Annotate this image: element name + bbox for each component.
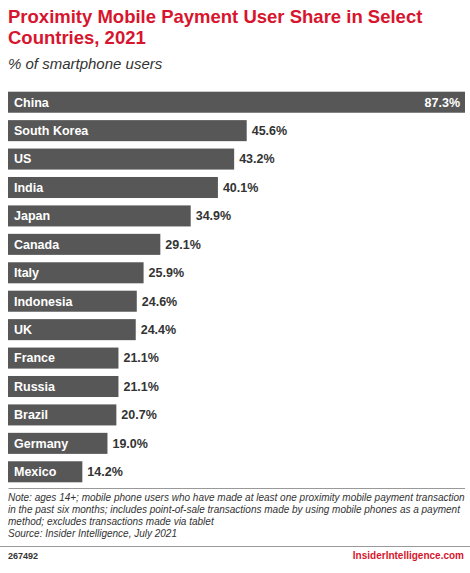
category-label: UK [14,323,32,337]
category-label: Canada [14,238,60,252]
labels: China South Korea US India Japan Canada Italy I… [14,96,460,480]
data-label: 24.6% [142,295,177,309]
data-label: 34.9% [196,209,231,223]
bar [8,348,118,369]
bar [8,149,234,170]
data-label: 43.2% [239,152,274,166]
notes: Note: ages 14+; mobile phone users who h… [8,492,466,540]
category-label: Russia [14,380,56,394]
chart: China South Korea US India Japan Canada Italy I… [8,88,465,490]
data-label: 19.0% [112,437,147,451]
category-label: Germany [14,437,68,451]
data-label: 20.7% [121,408,156,422]
bar [8,120,247,141]
category-label: South Korea [14,124,89,138]
subtitle: % of smartphone users [8,55,162,72]
bar [8,461,82,482]
bar [8,291,137,312]
source: Source: Insider Intelligence, July 2021 [8,528,466,540]
bar [8,262,144,283]
category-label: Brazil [14,408,48,422]
axis-line [9,488,466,489]
site: InsiderIntelligence.com [353,550,464,561]
data-label: 21.1% [123,380,158,394]
bar [8,433,107,454]
category-label: US [14,152,31,166]
data-label: 25.9% [149,266,184,280]
data-label: 87.3% [425,96,460,110]
data-label: 21.1% [123,351,158,365]
bar [8,177,218,198]
category-label: China [14,96,50,110]
bar [8,234,160,255]
category-label: Italy [14,266,39,280]
data-label: 40.1% [223,181,258,195]
footer-rule [0,546,470,547]
bar [8,319,136,340]
category-label: Mexico [14,465,57,479]
chart-id: 267492 [8,551,38,561]
bars [8,92,465,483]
category-label: India [14,181,44,195]
category-label: Indonesia [14,295,73,309]
data-label: 29.1% [165,238,200,252]
category-label: France [14,351,55,365]
data-label: 24.4% [141,323,176,337]
data-label: 14.2% [87,465,122,479]
note: Note: ages 14+; mobile phone users who h… [8,492,466,528]
title: Proximity Mobile Payment User Share in S… [8,6,458,48]
bar [8,205,191,226]
bar [8,404,116,425]
x-axis [9,488,466,489]
bar [8,92,465,113]
bar [8,376,118,397]
data-label: 45.6% [252,124,287,138]
category-label: Japan [14,209,50,223]
